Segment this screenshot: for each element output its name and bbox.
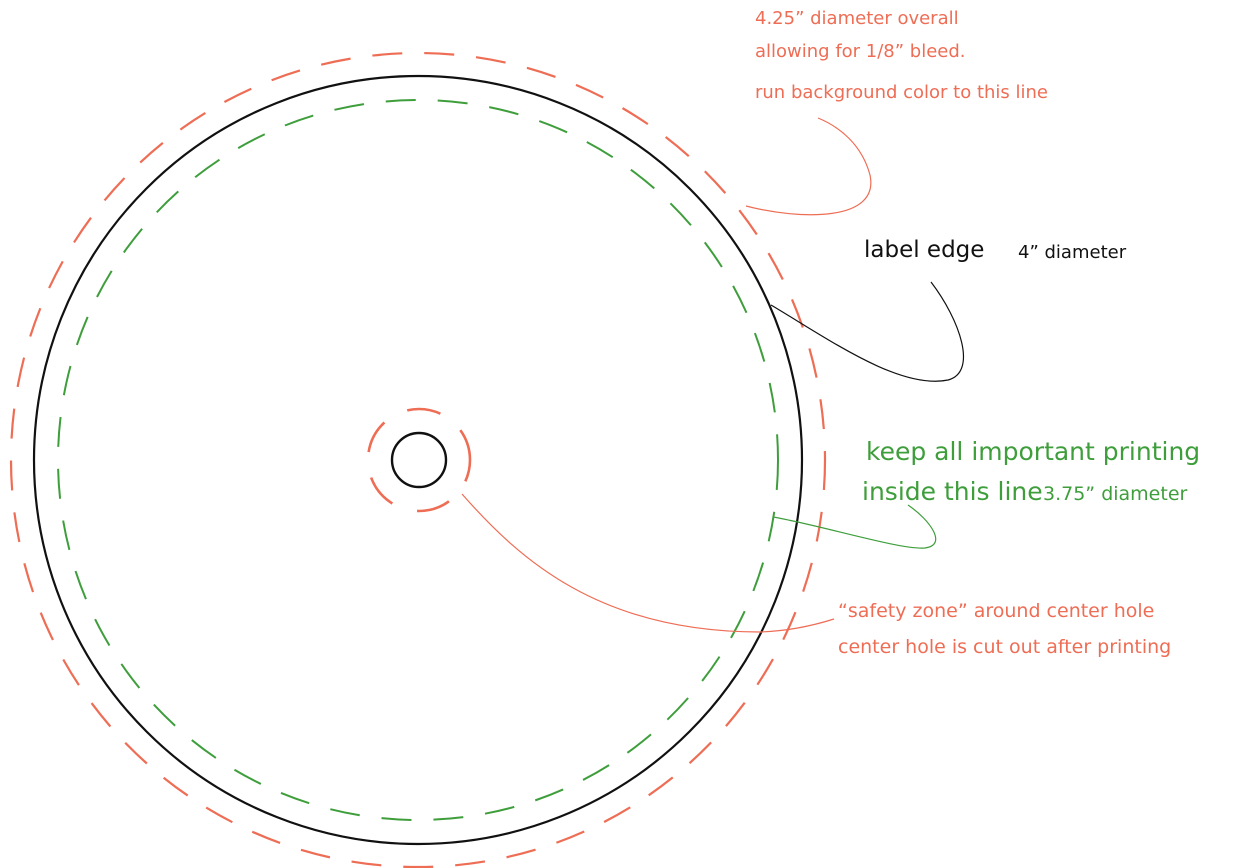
label-edge-size: 4” diameter (1018, 242, 1127, 263)
safe-area-label-line1: keep all important printing (866, 437, 1200, 466)
label-edge-leader-line (770, 281, 964, 382)
safe-area-circle (57, 99, 779, 821)
hole-zone-leader-line (461, 493, 835, 633)
bleed-leader-line (745, 117, 872, 216)
safe-area-leader-line (772, 504, 937, 549)
label-edge-circle (32, 74, 804, 846)
bleed-label-line1: 4.25” diameter overall (755, 8, 959, 29)
hole-zone-label-line2: center hole is cut out after printing (838, 636, 1171, 658)
hole-safety-zone-circle (366, 407, 472, 513)
bleed-circle (10, 52, 826, 868)
safe-area-label-line2: inside this line (862, 477, 1043, 506)
hole-zone-label-line1: “safety zone” around center hole (838, 600, 1154, 622)
safe-area-label-size: 3.75” diameter (1043, 483, 1188, 505)
center-hole-circle (390, 431, 448, 489)
label-edge-title: label edge (864, 237, 984, 263)
bleed-label-line3: run background color to this line (755, 82, 1048, 103)
bleed-label-line2: allowing for 1/8” bleed. (755, 41, 966, 62)
